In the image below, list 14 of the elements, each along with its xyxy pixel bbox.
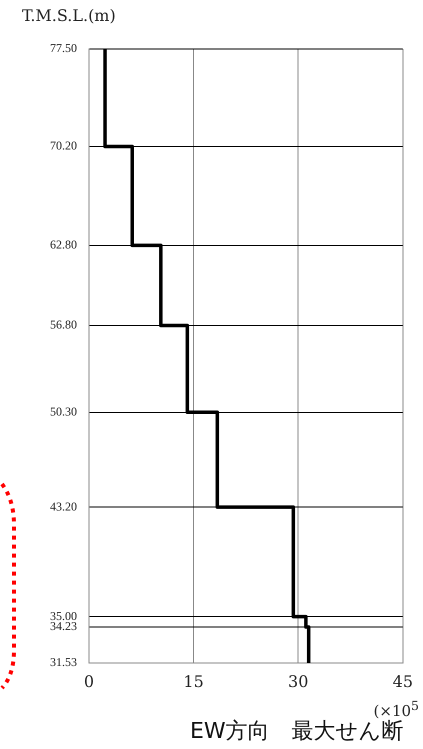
y-axis-title: T.M.S.L.(m) [22, 6, 116, 25]
x-tick-label: 45 [392, 672, 413, 691]
text: (×10$^{5}$ [374, 698, 419, 720]
x-axis-title: EW方向 最大せん断 [190, 718, 404, 746]
y-tick-label: 62.80 [50, 237, 77, 252]
x-tick-label: 15 [183, 672, 204, 691]
x-tick-label: 0 [84, 672, 94, 691]
y-tick-label: 56.80 [50, 318, 77, 332]
y-tick-label: 43.20 [50, 499, 77, 514]
y-tick-label: 50.30 [50, 404, 77, 418]
y-tick-label: 77.50 [50, 41, 77, 56]
y-tick-label: 70.20 [50, 138, 77, 153]
y-tick-label: 31.53 [50, 655, 77, 670]
x-tick-label: 30 [288, 672, 308, 691]
